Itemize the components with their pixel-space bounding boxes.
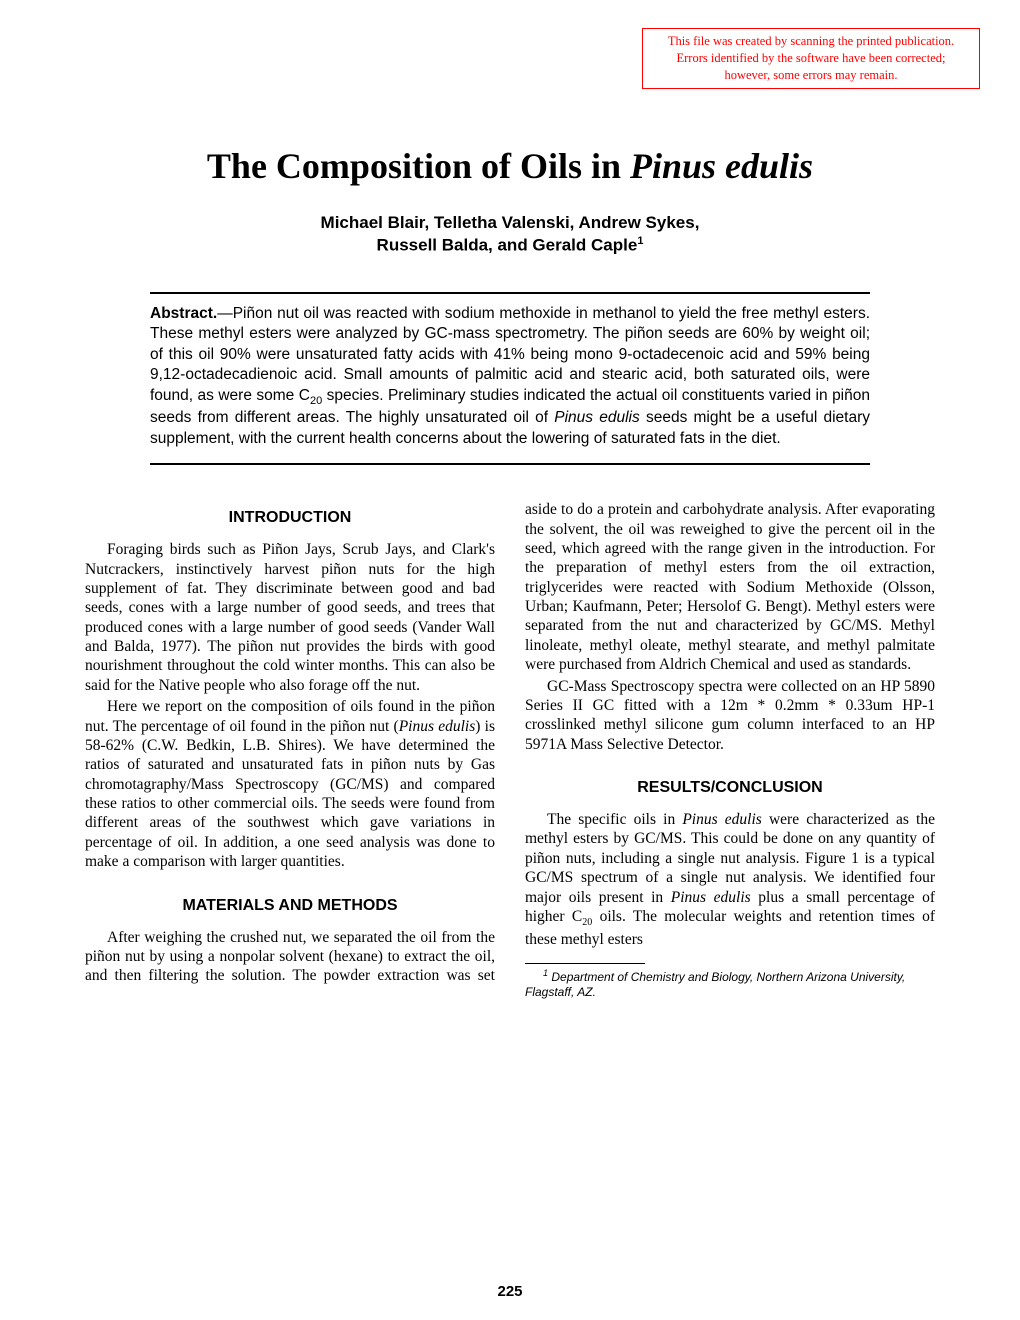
authors-line-2-text: Russell Balda, and Gerald Caple <box>377 236 638 255</box>
notice-line-3: however, some errors may remain. <box>653 67 969 84</box>
results-p1-pre: The specific oils in <box>547 811 682 828</box>
intro-p2-species: Pinus edulis <box>399 718 476 735</box>
footnote-body: Department of Chemistry and Biology, Nor… <box>525 970 905 999</box>
results-p1-sub: 20 <box>582 917 592 928</box>
results-heading: RESULTS/CONCLUSION <box>525 778 935 798</box>
intro-p2-post: ) is 58-62% (C.W. Bedkin, L.B. Shires). … <box>85 718 495 871</box>
title-species: Pinus edulis <box>630 146 813 186</box>
footnote-block: 1 Department of Chemistry and Biology, N… <box>525 963 935 1000</box>
body-columns: INTRODUCTION Foraging birds such as Piño… <box>85 500 935 1000</box>
methods-paragraph-2: GC-Mass Spectroscopy spectra were collec… <box>525 677 935 755</box>
authors-block: Michael Blair, Telletha Valenski, Andrew… <box>85 212 935 257</box>
results-block: RESULTS/CONCLUSION The specific oils in … <box>525 778 935 949</box>
notice-line-1: This file was created by scanning the pr… <box>653 33 969 50</box>
methods-heading: MATERIALS AND METHODS <box>85 896 495 916</box>
title-prefix: The Composition of Oils in <box>207 146 630 186</box>
footnote-rule <box>525 963 645 964</box>
page-number: 225 <box>0 1283 1020 1300</box>
abstract-label: Abstract. <box>150 305 217 322</box>
results-p1-species-1: Pinus edulis <box>682 811 761 828</box>
authors-footnote-mark: 1 <box>637 235 643 247</box>
abstract-species: Pinus edulis <box>554 409 639 426</box>
scan-notice-box: This file was created by scanning the pr… <box>642 28 980 89</box>
footnote-text: 1 Department of Chemistry and Biology, N… <box>525 968 935 1000</box>
paper-title: The Composition of Oils in Pinus edulis <box>85 145 935 187</box>
notice-line-2: Errors identified by the software have b… <box>653 50 969 67</box>
abstract-container: Abstract.—Piñon nut oil was reacted with… <box>150 292 870 465</box>
abstract-text: Abstract.—Piñon nut oil was reacted with… <box>150 304 870 449</box>
intro-paragraph-2: Here we report on the composition of oil… <box>85 697 495 871</box>
authors-line-1: Michael Blair, Telletha Valenski, Andrew… <box>85 212 935 234</box>
introduction-heading: INTRODUCTION <box>85 508 495 528</box>
abstract-subscript: 20 <box>310 395 322 407</box>
results-p1-species-2: Pinus edulis <box>671 889 751 906</box>
intro-paragraph-1: Foraging birds such as Piñon Jays, Scrub… <box>85 540 495 695</box>
results-paragraph-1: The specific oils in Pinus edulis were c… <box>525 810 935 949</box>
authors-line-2: Russell Balda, and Gerald Caple1 <box>85 234 935 257</box>
